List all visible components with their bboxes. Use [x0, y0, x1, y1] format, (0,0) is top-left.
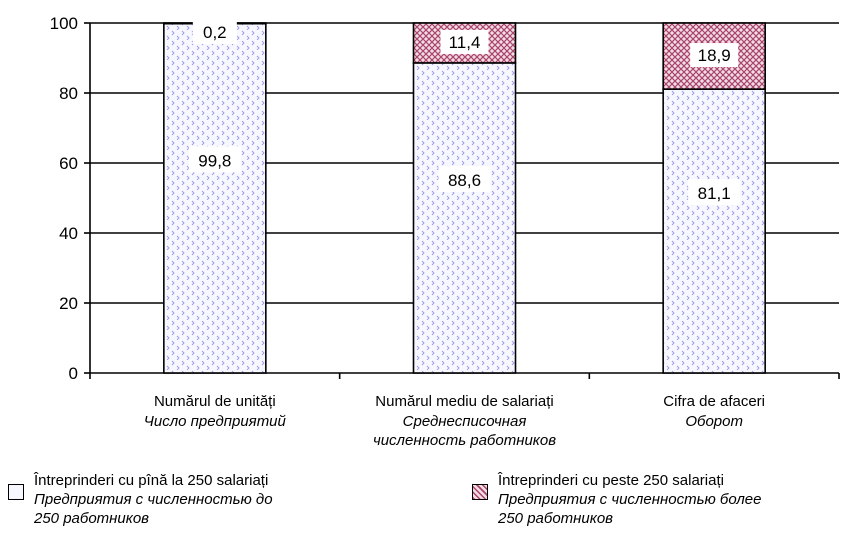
- data-label-bg: [440, 29, 489, 54]
- category-label-ru: Оборот: [685, 413, 743, 430]
- legend-label-large-ru-2: 250 работников: [498, 510, 614, 527]
- legend-swatch-small-icon: [8, 484, 24, 500]
- data-label-large-enterprises: 11,4: [449, 33, 481, 52]
- y-tick-label: 100: [50, 14, 78, 33]
- legend-label-large-ru-1: Предприятия с численностью более: [498, 491, 762, 508]
- data-label-small-enterprises: 88,6: [448, 171, 481, 190]
- data-label-small-enterprises: 99,8: [198, 151, 231, 170]
- y-tick-label: 0: [69, 364, 78, 383]
- data-label-bg: [438, 165, 491, 192]
- y-tick-label: 40: [59, 224, 78, 243]
- legend-label-large-ro: Întreprinderi cu peste 250 salariați: [498, 472, 724, 489]
- y-tick-label: 20: [59, 294, 78, 313]
- bar-small-enterprises: [412, 62, 517, 374]
- category-label-ro: Numărul mediu de salariați: [375, 393, 553, 410]
- legend-swatch-large-icon: [472, 484, 488, 500]
- data-label-large-enterprises: 0,2: [203, 23, 227, 42]
- category-label-ro: Cifra de afaceri: [663, 393, 765, 410]
- category-label-ru: Число предприятий: [144, 413, 287, 430]
- stacked-bar-chart: 0 20 40 60 80 100 Numărul de unități Число пред…: [50, 14, 840, 449]
- legend-label-small-ro: Întreprinderi cu pînă la 250 salariați: [34, 472, 269, 489]
- bar-small-enterprises: [163, 22, 267, 374]
- y-tick-label: 60: [59, 154, 78, 173]
- category-label-ru: численность работников: [373, 432, 556, 449]
- data-label-bg: [690, 43, 739, 68]
- bar-small-enterprises: [662, 88, 766, 374]
- data-label-bg: [688, 179, 741, 206]
- category-label-ro: Numărul de unități: [154, 393, 276, 410]
- category-label-ru: Среднесписочная: [403, 413, 527, 430]
- data-label-bg: [188, 146, 241, 173]
- legend-label-small-ru-1: Предприятия с численностью до: [34, 491, 273, 508]
- data-label-bg: [192, 20, 237, 44]
- y-tick-label: 80: [59, 84, 78, 103]
- data-label-small-enterprises: 81,1: [698, 184, 731, 203]
- legend-label-small-ru-2: 250 работников: [34, 510, 150, 527]
- data-label-large-enterprises: 18,9: [698, 46, 731, 65]
